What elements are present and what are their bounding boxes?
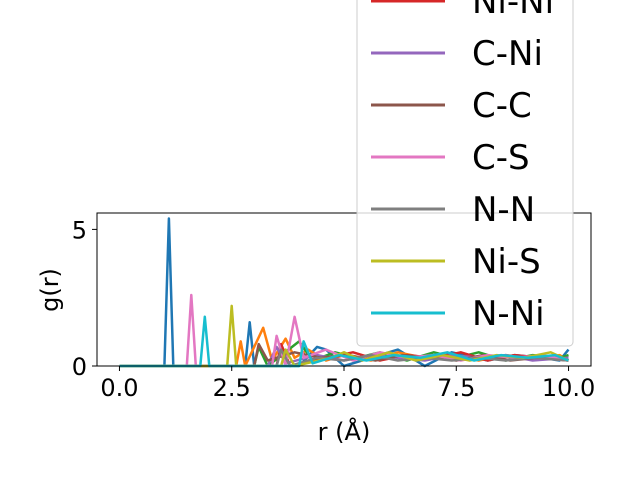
x-tick-label: 7.5 — [437, 374, 475, 402]
legend-frame — [356, 0, 574, 347]
x-tick-label: 5.0 — [325, 374, 363, 402]
legend-entry: C-Ni — [472, 34, 543, 74]
series-line-5 — [119, 342, 569, 368]
x-axis: 0.0 2.5 5.0 7.5 10.0 — [100, 366, 595, 402]
x-axis-label: r (Å) — [318, 417, 371, 446]
x-tick-label: 2.5 — [213, 374, 251, 402]
legend: Ni-Ni C-Ni C-C C-S N-N Ni-S N-Ni — [356, 0, 574, 347]
legend-entry: Ni-Ni — [472, 0, 554, 22]
legend-entry: Ni-S — [472, 242, 541, 282]
legend-entry: C-S — [472, 138, 530, 178]
x-tick-label: 0.0 — [100, 374, 138, 402]
x-tick-label: 10.0 — [542, 374, 595, 402]
series-line-9 — [119, 315, 569, 368]
y-axis: 05 — [72, 216, 97, 381]
legend-entry: N-N — [472, 190, 535, 230]
legend-entry: N-Ni — [472, 294, 545, 334]
y-tick-label: 0 — [72, 353, 87, 381]
y-tick-label: 5 — [72, 216, 87, 244]
y-axis-label: g(r) — [36, 268, 64, 312]
legend-entry: C-C — [472, 86, 532, 126]
